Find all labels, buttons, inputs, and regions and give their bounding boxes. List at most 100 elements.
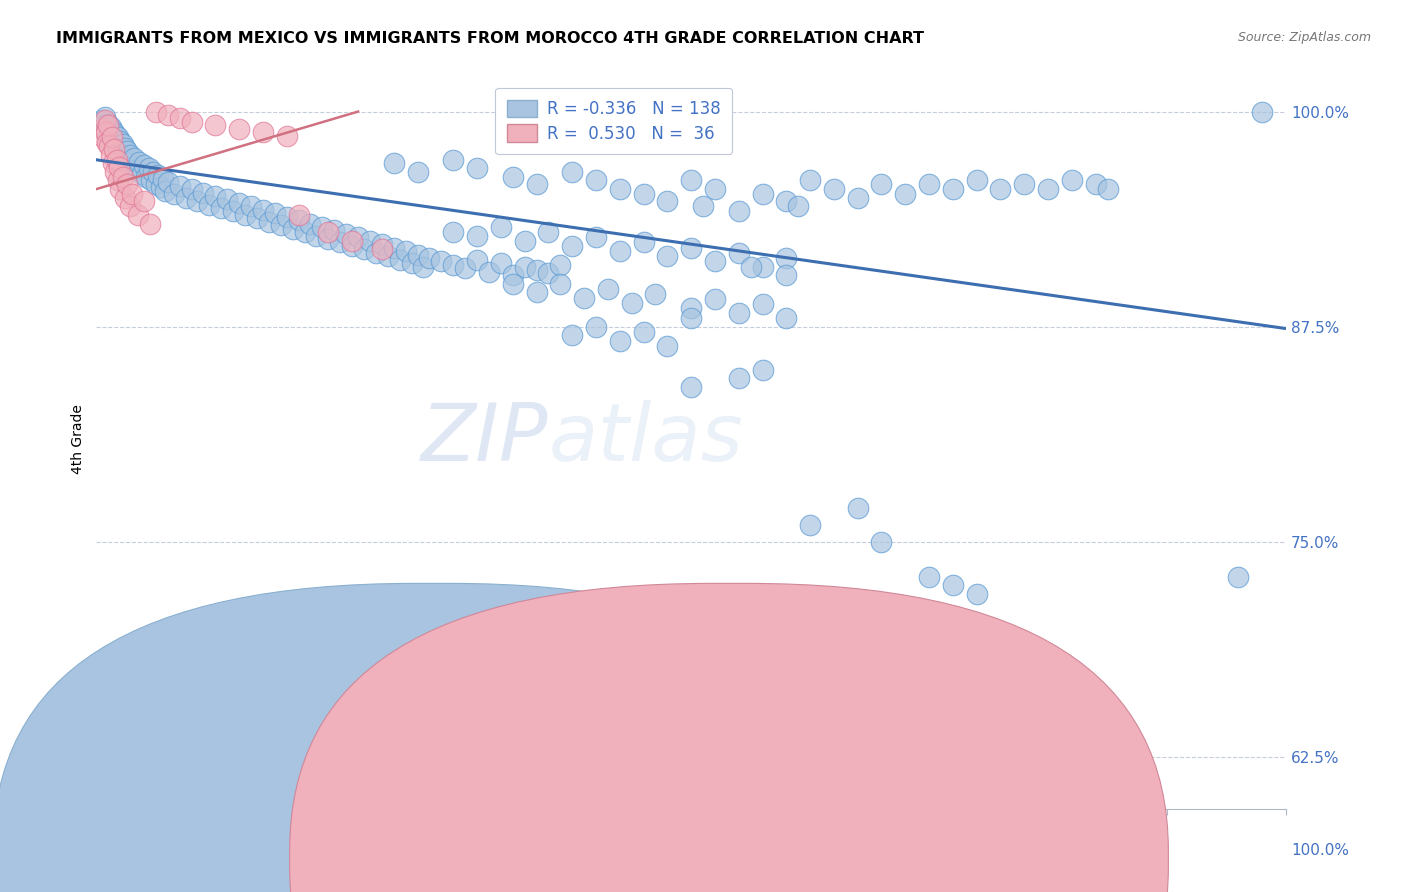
Point — [681, 380, 703, 394]
Point — [596, 282, 619, 296]
Point — [294, 225, 316, 239]
Point — [96, 125, 118, 139]
Point — [252, 125, 274, 139]
Point — [101, 132, 124, 146]
Point — [942, 578, 965, 592]
Point — [418, 251, 440, 265]
Point — [751, 363, 773, 377]
Point — [270, 218, 292, 232]
Point — [692, 199, 714, 213]
Point — [100, 147, 122, 161]
Point — [377, 249, 399, 263]
Point — [149, 180, 172, 194]
Point — [870, 535, 893, 549]
Point — [966, 587, 988, 601]
Point — [388, 252, 411, 267]
Point — [105, 139, 128, 153]
Point — [156, 108, 179, 122]
Point — [657, 194, 679, 208]
Point — [93, 110, 115, 124]
Point — [104, 165, 127, 179]
Point — [329, 235, 352, 250]
Point — [657, 249, 679, 263]
Point — [97, 117, 120, 131]
Point — [101, 130, 124, 145]
Point — [703, 182, 725, 196]
Point — [108, 143, 131, 157]
Point — [108, 160, 131, 174]
Point — [323, 223, 346, 237]
Point — [787, 199, 810, 213]
Legend: R = -0.336   N = 138, R =  0.530   N =  36: R = -0.336 N = 138, R = 0.530 N = 36 — [495, 88, 733, 154]
Point — [111, 137, 134, 152]
Point — [550, 277, 572, 291]
Point — [561, 165, 583, 179]
Point — [359, 234, 381, 248]
Point — [114, 141, 136, 155]
Point — [990, 182, 1012, 196]
Point — [526, 285, 548, 300]
Point — [98, 139, 121, 153]
Point — [572, 291, 595, 305]
Point — [942, 182, 965, 196]
Point — [115, 153, 138, 167]
Point — [918, 569, 941, 583]
Point — [775, 311, 797, 326]
Point — [276, 128, 298, 143]
Point — [217, 193, 239, 207]
Point — [537, 225, 560, 239]
Text: IMMIGRANTS FROM MEXICO VS IMMIGRANTS FROM MOROCCO 4TH GRADE CORRELATION CHART: IMMIGRANTS FROM MEXICO VS IMMIGRANTS FRO… — [56, 31, 924, 46]
Point — [111, 169, 134, 184]
Point — [276, 210, 298, 224]
Point — [364, 245, 387, 260]
Point — [657, 339, 679, 353]
Point — [382, 241, 405, 255]
Point — [441, 258, 464, 272]
Point — [103, 143, 125, 157]
Point — [1060, 173, 1083, 187]
Point — [204, 189, 226, 203]
Point — [681, 173, 703, 187]
Point — [585, 230, 607, 244]
Point — [502, 268, 524, 282]
Point — [163, 187, 186, 202]
Point — [441, 153, 464, 167]
Point — [412, 260, 434, 274]
Point — [287, 213, 309, 227]
Point — [751, 260, 773, 274]
Point — [139, 173, 162, 187]
Point — [633, 187, 655, 202]
Point — [513, 260, 536, 274]
Point — [561, 328, 583, 343]
Point — [118, 147, 141, 161]
Point — [681, 301, 703, 315]
Point — [121, 160, 143, 174]
Point — [94, 125, 117, 139]
Point — [263, 206, 285, 220]
Point — [740, 260, 762, 274]
Point — [395, 244, 418, 258]
Point — [180, 182, 202, 196]
Point — [117, 156, 139, 170]
Point — [465, 228, 488, 243]
Point — [132, 158, 155, 172]
Point — [751, 297, 773, 311]
Point — [465, 161, 488, 176]
Point — [257, 215, 280, 229]
Point — [131, 167, 153, 181]
Point — [727, 371, 749, 385]
Point — [152, 171, 174, 186]
Point — [502, 169, 524, 184]
Point — [97, 119, 120, 133]
Point — [966, 173, 988, 187]
Point — [101, 156, 124, 170]
Point — [135, 169, 157, 184]
Point — [340, 234, 363, 248]
Point — [502, 277, 524, 291]
Point — [1036, 182, 1059, 196]
Point — [104, 127, 127, 141]
Point — [401, 256, 423, 270]
Point — [93, 130, 115, 145]
Point — [252, 202, 274, 217]
Point — [287, 208, 309, 222]
